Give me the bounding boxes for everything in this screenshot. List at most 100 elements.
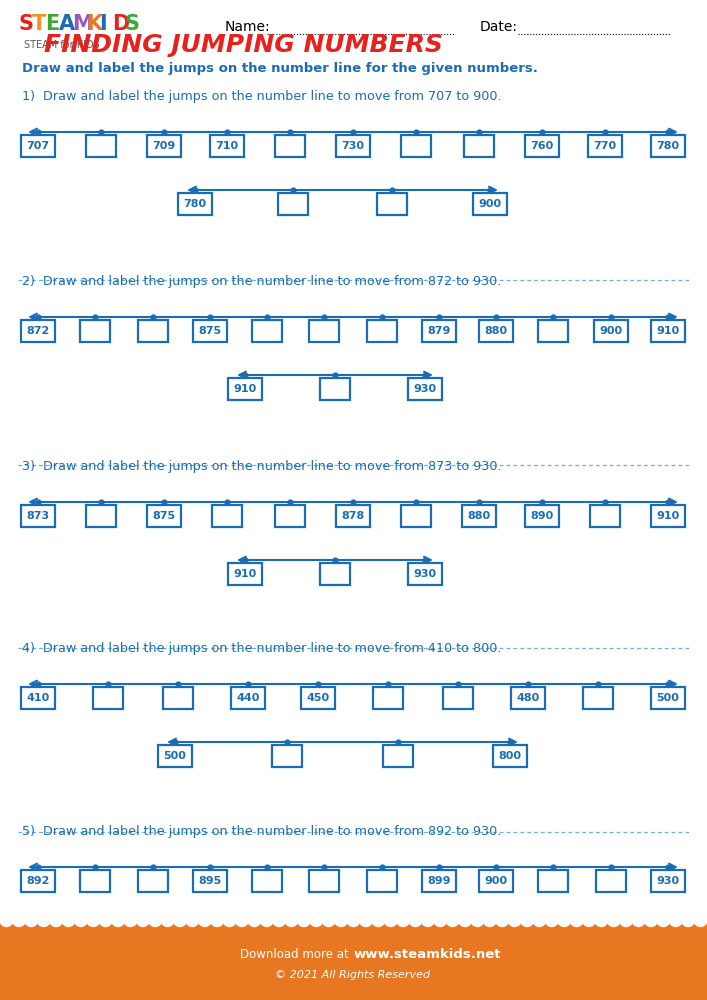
Text: M: M	[72, 14, 93, 34]
Bar	[511, 687, 545, 709]
Circle shape	[161, 914, 174, 926]
Text: 910: 910	[233, 384, 257, 394]
Circle shape	[62, 914, 75, 926]
Circle shape	[682, 914, 694, 926]
Text: 5)  Draw and label the jumps on the number line to move from 892 to 930.: 5) Draw and label the jumps on the numbe…	[22, 825, 501, 838]
Text: 780: 780	[656, 141, 679, 151]
Circle shape	[471, 914, 484, 926]
Bar	[583, 687, 613, 709]
Text: 900: 900	[599, 326, 622, 336]
Circle shape	[298, 914, 310, 926]
Bar	[138, 320, 168, 342]
Bar	[408, 378, 442, 400]
Circle shape	[37, 914, 50, 926]
Circle shape	[632, 914, 645, 926]
Text: Download more at: Download more at	[240, 948, 353, 962]
Bar	[279, 193, 308, 215]
Text: 878: 878	[341, 511, 365, 521]
Circle shape	[595, 914, 608, 926]
Text: 709: 709	[153, 141, 175, 151]
Text: 730: 730	[341, 141, 365, 151]
Text: 910: 910	[656, 326, 679, 336]
Text: 3)  Draw and label the jumps on the number line to move from 873 to 930.: 3) Draw and label the jumps on the numbe…	[22, 460, 502, 473]
Bar	[310, 870, 339, 892]
Bar	[473, 193, 507, 215]
Text: 900: 900	[479, 199, 501, 209]
Text: 880: 880	[467, 511, 491, 521]
Circle shape	[223, 914, 236, 926]
Text: 780: 780	[183, 199, 206, 209]
Text: 892: 892	[26, 876, 49, 886]
Bar	[193, 870, 227, 892]
Circle shape	[112, 914, 124, 926]
Text: 873: 873	[26, 511, 49, 521]
Text: 480: 480	[516, 693, 539, 703]
Circle shape	[496, 914, 509, 926]
Circle shape	[124, 914, 137, 926]
Bar	[401, 505, 431, 527]
Text: © 2021 All Rights Reserved: © 2021 All Rights Reserved	[276, 970, 431, 980]
Bar	[21, 320, 55, 342]
Circle shape	[670, 914, 682, 926]
Text: 899: 899	[427, 876, 450, 886]
Circle shape	[49, 914, 63, 926]
Bar	[320, 563, 350, 585]
Circle shape	[347, 914, 360, 926]
Text: A: A	[59, 14, 75, 34]
Circle shape	[248, 914, 261, 926]
Bar	[231, 687, 265, 709]
Bar	[228, 563, 262, 585]
Bar	[275, 135, 305, 157]
Circle shape	[173, 914, 187, 926]
Bar	[367, 320, 397, 342]
Bar	[479, 320, 513, 342]
Bar	[21, 870, 55, 892]
Text: 910: 910	[656, 511, 679, 521]
Circle shape	[533, 914, 546, 926]
Text: 875: 875	[153, 511, 175, 521]
Bar	[651, 320, 685, 342]
Bar	[401, 135, 431, 157]
Bar	[651, 870, 685, 892]
Bar	[464, 135, 494, 157]
Circle shape	[607, 914, 620, 926]
Bar	[590, 505, 620, 527]
Bar	[81, 870, 110, 892]
Text: 760: 760	[530, 141, 554, 151]
Text: 875: 875	[198, 326, 221, 336]
Text: I: I	[99, 14, 107, 34]
Bar	[301, 687, 335, 709]
Circle shape	[136, 914, 149, 926]
Text: 500: 500	[657, 693, 679, 703]
Bar	[377, 193, 407, 215]
Text: 930: 930	[656, 876, 679, 886]
Circle shape	[508, 914, 521, 926]
Bar	[86, 505, 116, 527]
Text: D: D	[112, 14, 129, 34]
Bar	[21, 687, 55, 709]
Text: T: T	[32, 14, 46, 34]
Bar	[138, 870, 168, 892]
Text: 410: 410	[26, 693, 49, 703]
Circle shape	[384, 914, 397, 926]
Text: 800: 800	[498, 751, 522, 761]
Bar	[147, 135, 181, 157]
Circle shape	[372, 914, 385, 926]
Text: Name:: Name:	[225, 20, 271, 34]
Bar	[320, 378, 350, 400]
Text: E: E	[45, 14, 59, 34]
Bar	[212, 505, 242, 527]
Bar	[651, 505, 685, 527]
Text: Draw and label the jumps on the number line for the given numbers.: Draw and label the jumps on the number l…	[22, 62, 538, 75]
Bar	[525, 505, 559, 527]
Circle shape	[273, 914, 286, 926]
Text: Date:: Date:	[480, 20, 518, 34]
Circle shape	[558, 914, 571, 926]
Text: 895: 895	[198, 876, 221, 886]
Bar	[539, 320, 568, 342]
Circle shape	[619, 914, 633, 926]
Text: 930: 930	[414, 384, 436, 394]
Bar	[588, 135, 622, 157]
Bar	[596, 870, 626, 892]
Bar	[0, 920, 707, 1000]
